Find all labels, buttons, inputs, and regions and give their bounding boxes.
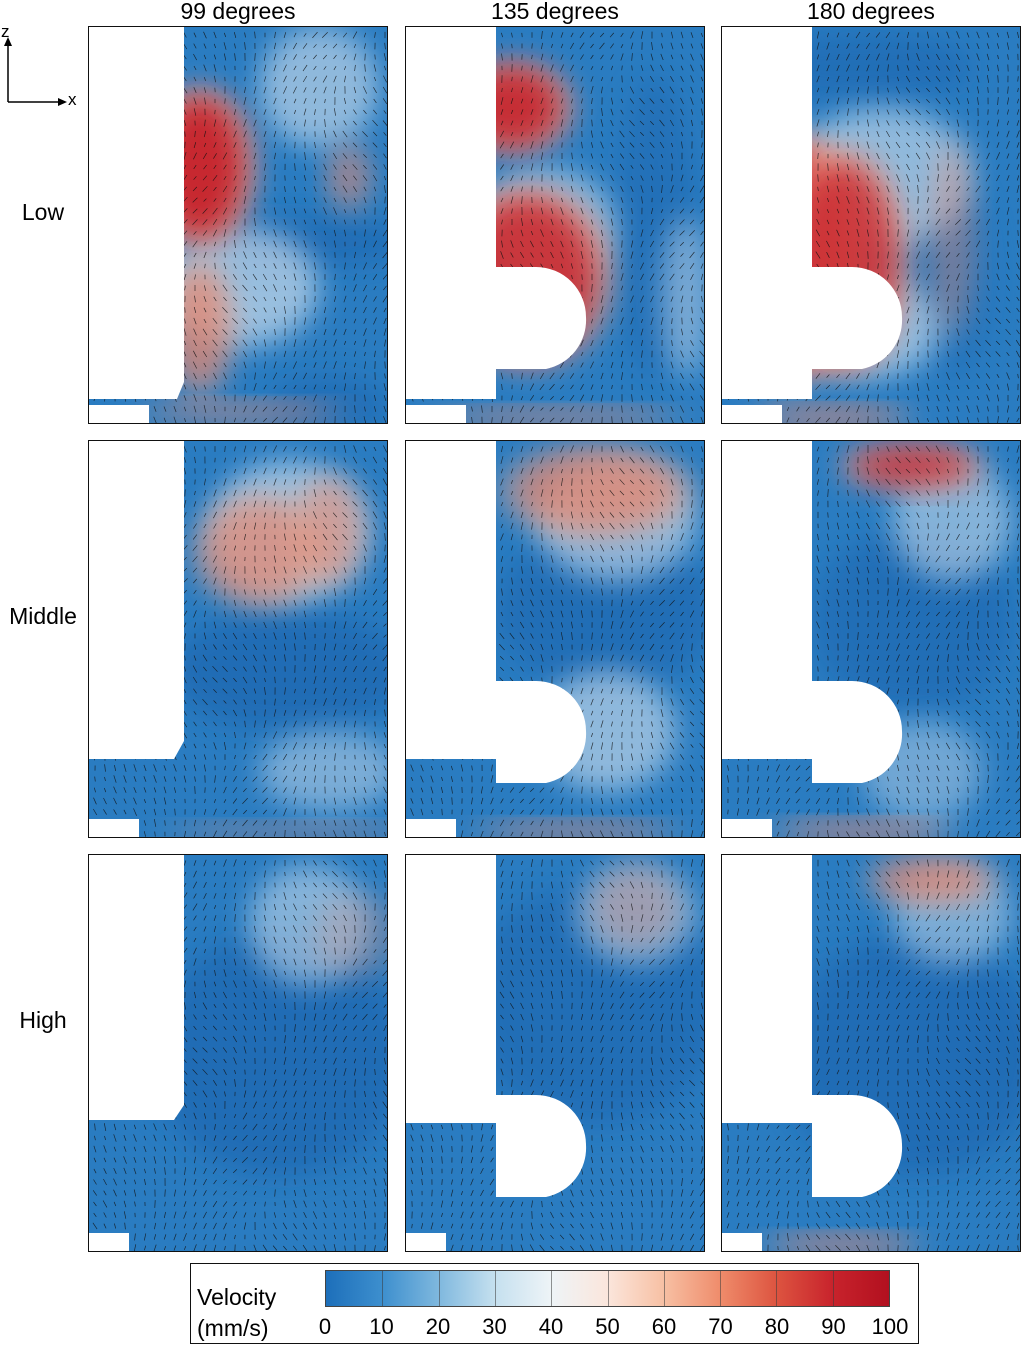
flow-panel-middle-2: [721, 440, 1021, 838]
velocity-field-plot: [406, 441, 704, 837]
flow-panel-low-0: [88, 26, 388, 424]
colorbar-divider: [776, 1271, 778, 1306]
velocity-blob: [772, 1237, 912, 1251]
velocity-blob: [259, 27, 379, 147]
geometry-mask: [406, 1233, 446, 1251]
legend-title: Velocity (mm/s): [197, 1282, 276, 1344]
z-axis-label: z: [1, 22, 10, 41]
colorbar-tick-label: 80: [764, 1314, 790, 1339]
flow-panel-low-2: [721, 26, 1021, 424]
colorbar-tick-label: 60: [651, 1314, 677, 1339]
axes-arrows-icon: [4, 37, 67, 106]
row-label-low: Low: [21, 199, 65, 225]
velocity-blob: [516, 451, 676, 531]
velocity-blob: [486, 824, 666, 837]
velocity-blob: [169, 611, 387, 731]
geometry-mask: [406, 855, 587, 1197]
legend-title-line1: Velocity: [197, 1284, 277, 1310]
geometry-mask: [406, 405, 466, 423]
velocity-field-plot: [406, 27, 704, 423]
geometry-mask: [89, 27, 184, 399]
velocity-blob: [596, 865, 676, 945]
colorbar-divider: [438, 1271, 440, 1306]
geometry-mask: [89, 855, 184, 1120]
geometry-mask: [406, 819, 456, 837]
row-label-middle: Middle: [9, 603, 77, 629]
colorbar: [325, 1270, 890, 1307]
colorbar-tick-label: 30: [482, 1314, 507, 1339]
geometry-mask: [89, 441, 184, 759]
colorbar-tick-label: 0: [318, 1314, 332, 1339]
colorbar-tick-label: 10: [369, 1314, 394, 1339]
flow-panel-middle-0: [88, 440, 388, 838]
geometry-mask: [89, 819, 139, 837]
velocity-field-plot: [89, 27, 387, 423]
x-axis-label: x: [68, 90, 77, 109]
velocity-blob: [446, 410, 666, 423]
colorbar-tick-label: 20: [425, 1314, 451, 1339]
column-title-180: 180 degrees: [807, 0, 935, 24]
geometry-mask: [722, 819, 772, 837]
velocity-blob: [204, 501, 314, 601]
flow-panel-low-1: [405, 26, 705, 424]
colorbar-tick-label: 40: [538, 1314, 564, 1339]
flow-panel-high-1: [405, 854, 705, 1252]
colorbar-divider: [607, 1271, 609, 1306]
geometry-mask: [89, 1233, 129, 1251]
colorbar-divider: [832, 1271, 834, 1306]
velocity-field-plot: [406, 855, 704, 1251]
colorbar-tick-label: 90: [821, 1314, 846, 1339]
geometry-mask: [406, 441, 587, 783]
colorbar-divider: [382, 1271, 384, 1306]
geometry-mask: [722, 855, 903, 1197]
velocity-legend: Velocity (mm/s) 0 10 20 30 40 50 60 70 80 90 100: [190, 1263, 919, 1344]
velocity-field-plot: [722, 441, 1020, 837]
velocity-blob: [782, 823, 942, 837]
geometry-mask: [406, 27, 587, 399]
column-title-135: 135 degrees: [491, 0, 619, 24]
velocity-blob: [762, 409, 902, 423]
column-title-99: 99 degrees: [180, 0, 296, 24]
axes-indicator: z x: [0, 22, 90, 114]
colorbar-tick-label: 100: [871, 1314, 909, 1339]
flow-panel-high-0: [88, 854, 388, 1252]
flow-panel-middle-1: [405, 440, 705, 838]
velocity-field-plot: [89, 441, 387, 837]
colorbar-tick-label: 50: [595, 1314, 620, 1339]
row-label-high: High: [19, 1007, 67, 1033]
velocity-blob: [149, 935, 387, 1175]
geometry-mask: [89, 405, 149, 423]
velocity-blob: [299, 481, 359, 581]
colorbar-divider: [663, 1271, 665, 1306]
colorbar-divider: [551, 1271, 553, 1306]
velocity-blob: [319, 895, 387, 975]
velocity-blob: [331, 147, 367, 207]
velocity-blob: [932, 147, 972, 327]
geometry-mask: [722, 1233, 762, 1251]
velocity-field-plot: [722, 855, 1020, 1251]
colorbar-tick-label: 70: [708, 1314, 733, 1339]
geometry-mask: [722, 405, 782, 423]
velocity-field-plot: [722, 27, 1020, 423]
velocity-blob: [877, 860, 987, 900]
geometry-mask: [722, 441, 903, 783]
velocity-blob: [892, 461, 1012, 581]
velocity-field-plot: [89, 855, 387, 1251]
velocity-blob: [149, 404, 329, 420]
flow-panel-high-2: [721, 854, 1021, 1252]
velocity-blob: [852, 446, 972, 486]
colorbar-divider: [494, 1271, 496, 1306]
colorbar-divider: [720, 1271, 722, 1306]
geometry-mask: [722, 27, 903, 399]
legend-title-line2: (mm/s): [197, 1315, 269, 1341]
